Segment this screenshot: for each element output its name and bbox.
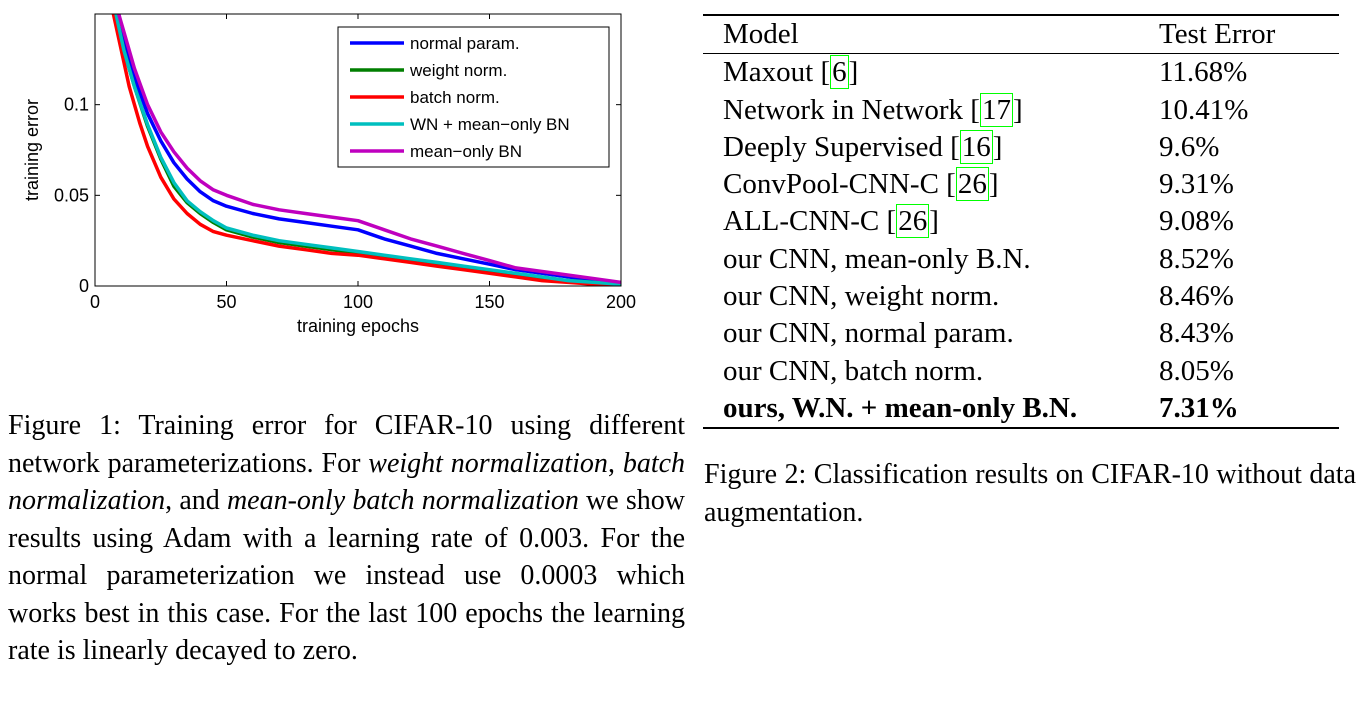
model-cell: our CNN, mean-only B.N. [703,241,1159,278]
legend-label: mean−only BN [410,142,522,161]
y-tick-label: 0.05 [54,185,89,205]
citation-link[interactable]: 6 [830,55,849,90]
series-line-3 [114,14,621,286]
x-axis-label: training epochs [297,316,419,336]
x-tick-label: 50 [216,292,236,312]
y-tick-label: 0.1 [64,95,89,115]
test-error-cell: 8.52% [1159,242,1234,275]
model-cell: our CNN, weight norm. [703,278,1159,315]
plot-lines [111,14,621,286]
figure-1-italic-weight-norm: weight normalization [368,447,608,479]
table-row: Maxout [6] 11.68% [703,54,1339,92]
citation-link[interactable]: 17 [979,92,1013,127]
figure-2-caption: Figure 2: Classification results on CIFA… [704,456,1356,531]
table-row: our CNN, mean-only B.N. 8.52% [703,241,1339,278]
model-name: ours, W.N. + mean-only B.N. [723,391,1078,424]
model-name: our CNN, batch norm. [723,354,984,387]
y-axis: 0 0.05 0.1 [54,95,621,296]
legend: normal param. weight norm. batch norm. WN +… [337,26,610,168]
table-row: Network in Network [17] 10.41% [703,92,1339,129]
figure-1-text-4: we show results using Adam with a learni… [8,485,685,666]
test-error-cell: 9.08% [1159,205,1234,238]
table-row: our CNN, weight norm. 8.46% [703,278,1339,315]
model-cell: ours, W.N. + mean-only B.N. [703,389,1159,430]
model-cell: our CNN, batch norm. [703,353,1159,390]
legend-label: batch norm. [410,88,500,107]
test-error-cell: 9.31% [1159,168,1234,201]
figure-1-italic-batch-norm: batch normalization [8,447,686,517]
test-error-cell: 8.43% [1159,317,1234,350]
test-error-cell: 11.68% [1159,56,1248,89]
table-row: ConvPool-CNN-C [26] 9.31% [703,166,1339,203]
model-name: Maxout [723,56,821,89]
x-tick-label: 150 [474,292,504,312]
series-line-0 [116,14,621,286]
model-cell: ALL-CNN-C [26] [723,204,939,239]
model-name: our CNN, normal param. [723,317,1014,350]
model-cell: Maxout [6] [723,55,859,90]
series-line-4 [117,14,621,285]
model-cell: Deeply Supervised [16] [723,129,1003,164]
figure-1-italic-mean-only: mean-only batch normalization [226,485,579,516]
header-test-error: Test Error [1159,14,1339,55]
x-tick-label: 200 [606,292,636,312]
test-error-cell: 10.41% [1159,93,1249,126]
figure-1-text-1: Training error for CIFAR-10 using differ… [8,410,685,479]
model-name: our CNN, weight norm. [723,280,1000,313]
figure-2-text: Classification results on CIFAR-10 witho… [704,459,1357,528]
table-row: our CNN, batch norm. 8.05% [703,353,1339,390]
table-row: Deeply Supervised [16] 9.6% [703,129,1339,166]
table-body: Maxout [6] 11.68% Network in Network [17] 1… [703,54,1339,430]
table-row: ours, W.N. + mean-only B.N. 7.31% [703,389,1339,430]
figure-1-text-2: , [607,447,623,479]
table-row: our CNN, normal param. 8.43% [703,315,1339,352]
training-error-chart: 0 50 100 150 200 0 0.05 0.1 training epochs tr… [22,13,636,336]
legend-items: normal param. weight norm. batch norm. WN +… [350,34,570,161]
model-cell: our CNN, normal param. [703,315,1159,352]
x-axis: 0 50 100 150 200 [90,14,636,312]
figure-1-caption: Figure 1: Training error for CIFAR-10 us… [8,407,685,670]
table-header-row: Model Test Error [703,14,1339,55]
figure-2-label: Figure 2: [704,459,807,490]
model-name: Deeply Supervised [723,130,951,163]
figure-1-text-3: , and [165,485,227,516]
figure-1-label: Figure 1: [8,410,121,441]
test-error-cell: 7.31% [1159,389,1339,430]
table-row: ALL-CNN-C [26] 9.08% [703,203,1339,240]
x-tick-label: 0 [90,292,100,312]
test-error-cell: 8.46% [1159,280,1234,313]
model-name: ConvPool-CNN-C [723,168,947,201]
legend-label: weight norm. [409,61,507,80]
legend-label: WN + mean−only BN [410,115,570,134]
citation-link[interactable]: 26 [896,204,930,239]
y-tick-label: 0 [79,276,89,296]
model-name: ALL-CNN-C [723,205,887,238]
test-error-cell: 8.05% [1159,354,1234,387]
results-table: Model Test Error Maxout [6] 11.68% Network… [703,14,1339,430]
y-axis-label: training error [22,99,42,201]
citation-link[interactable]: 16 [959,129,993,164]
legend-label: normal param. [410,34,520,53]
header-model: Model [703,14,1159,55]
model-cell: Network in Network [17] [723,92,1023,127]
model-name: Network in Network [723,93,971,126]
test-error-cell: 9.6% [1159,130,1220,163]
model-name: our CNN, mean-only B.N. [723,242,1031,275]
model-cell: ConvPool-CNN-C [26] [723,167,999,202]
x-tick-label: 100 [343,292,373,312]
series-line-2 [111,14,621,286]
citation-link[interactable]: 26 [955,167,989,202]
